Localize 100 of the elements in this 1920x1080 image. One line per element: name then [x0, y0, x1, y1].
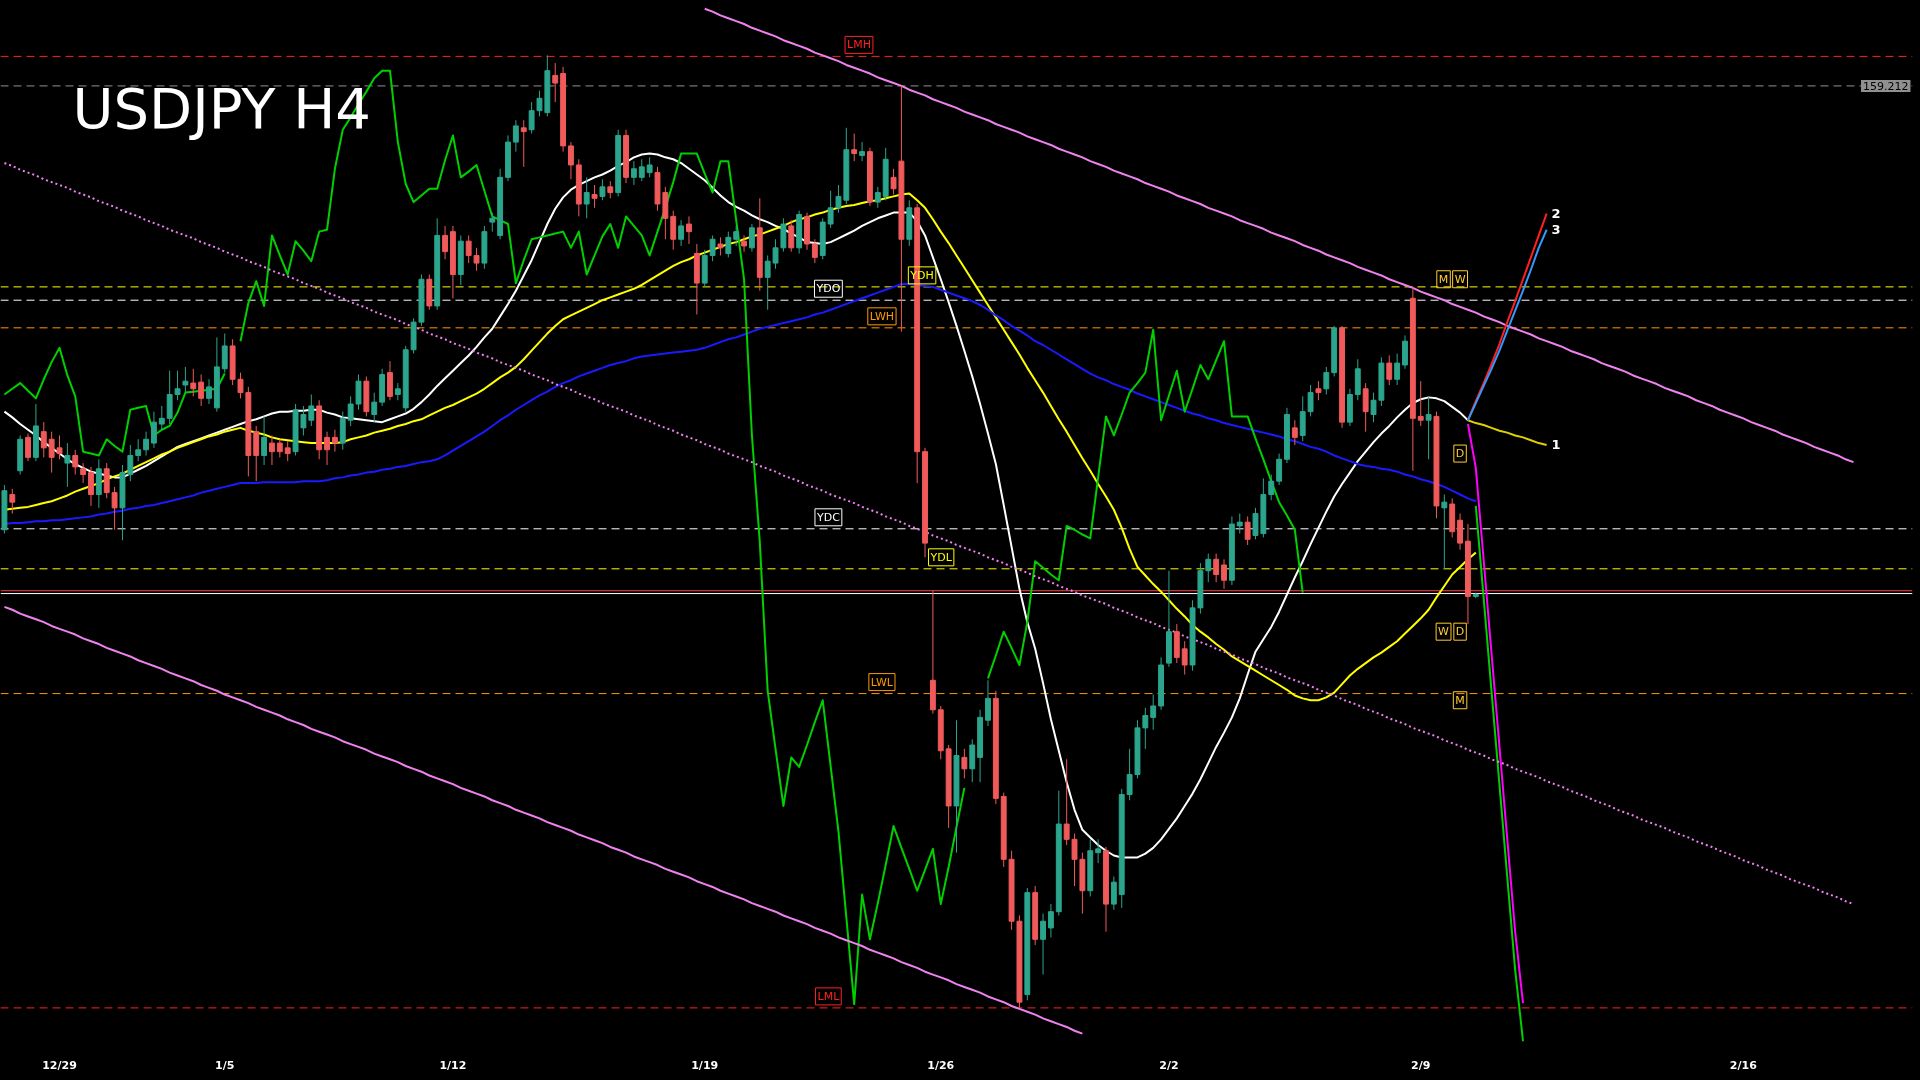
candlestick	[253, 425, 260, 482]
candlestick	[1441, 494, 1448, 570]
candlestick	[568, 141, 574, 180]
candlestick	[1370, 392, 1377, 423]
candlestick	[874, 186, 881, 209]
x-tick-label: 2/9	[1411, 1058, 1431, 1072]
annotation: D	[1455, 447, 1465, 461]
candlestick	[1268, 474, 1275, 501]
candlestick	[638, 158, 645, 182]
candlestick	[64, 442, 71, 488]
candlestick	[72, 449, 79, 476]
candlestick	[103, 462, 110, 499]
candlestick	[182, 366, 189, 394]
candlestick	[1323, 366, 1330, 396]
candlestick	[717, 236, 724, 256]
candlestick	[371, 392, 378, 423]
annotation: 159.212	[1862, 79, 1909, 93]
series-label: 2	[1551, 206, 1561, 222]
candlestick	[1362, 382, 1369, 433]
candlestick	[347, 395, 354, 427]
candlestick	[1315, 380, 1322, 401]
candlestick	[40, 421, 47, 458]
candlestick	[520, 119, 527, 168]
ref-line-label: YDC	[815, 510, 841, 524]
candlestick	[387, 360, 393, 401]
candlestick	[1181, 640, 1188, 676]
candlestick	[599, 178, 606, 201]
candlestick	[442, 225, 448, 260]
candlestick	[552, 62, 559, 103]
candlestick	[25, 433, 31, 462]
candlestick	[859, 141, 866, 162]
candlestick	[630, 160, 637, 186]
series-label: 3	[1551, 222, 1561, 238]
candlestick	[591, 184, 598, 209]
candlestick	[261, 415, 268, 466]
candlestick	[725, 231, 732, 258]
candlestick	[788, 219, 795, 253]
ref-line-label: LML	[817, 989, 841, 1003]
ref-line-label: YDO	[815, 282, 841, 296]
candlestick	[206, 378, 212, 405]
candlestick	[324, 431, 330, 466]
candlestick	[1221, 558, 1227, 590]
candlestick	[269, 434, 275, 466]
candlestick	[1291, 419, 1298, 446]
candlestick	[1110, 875, 1117, 911]
candlestick	[748, 223, 755, 253]
candlestick	[827, 190, 834, 229]
annotation: W	[1454, 272, 1466, 286]
candlestick	[1040, 913, 1046, 976]
annotation: D	[1455, 625, 1465, 639]
candlestick	[1150, 694, 1157, 731]
candlestick	[1457, 513, 1464, 551]
candlestick	[1425, 395, 1432, 460]
ref-line-label: YDL	[929, 550, 953, 564]
annotation: M	[1455, 693, 1465, 707]
candlestick	[1213, 553, 1220, 583]
candlestick	[646, 156, 653, 178]
candlestick	[733, 225, 740, 247]
candlestick	[1417, 380, 1424, 427]
candlestick	[331, 429, 338, 453]
candlestick	[1276, 453, 1283, 486]
candlestick	[80, 462, 87, 484]
candlestick	[1095, 838, 1102, 864]
candlestick	[851, 133, 858, 162]
candlestick	[583, 176, 590, 219]
candlestick	[686, 215, 692, 245]
candlestick	[709, 234, 716, 262]
x-tick-label: 1/26	[927, 1058, 955, 1072]
candlestick	[512, 119, 519, 153]
series-label: 1	[1551, 437, 1561, 453]
x-tick-label: 1/5	[215, 1058, 235, 1072]
candlestick	[1244, 515, 1251, 546]
candlestick	[1047, 903, 1054, 938]
candlestick	[780, 217, 787, 253]
candlestick	[489, 212, 496, 233]
candlestick	[670, 210, 677, 251]
candlestick	[741, 234, 747, 253]
annotation: W	[1438, 625, 1450, 639]
candlestick	[276, 438, 283, 458]
candlestick	[150, 411, 157, 449]
candlestick	[1142, 707, 1149, 750]
candlestick	[143, 431, 149, 456]
candlestick	[985, 679, 991, 727]
candlestick	[1236, 513, 1243, 535]
x-tick-label: 1/12	[439, 1058, 467, 1072]
candlestick	[355, 374, 362, 411]
candlestick	[969, 738, 976, 783]
candlestick	[1402, 334, 1408, 370]
candlestick	[961, 748, 968, 779]
candlestick	[111, 486, 118, 531]
annotation: M	[1438, 272, 1449, 286]
candlestick	[1205, 553, 1212, 583]
candlestick	[811, 238, 818, 264]
candlestick	[135, 438, 142, 462]
ref-line-label: LMH	[847, 38, 871, 52]
candlestick	[1394, 353, 1401, 386]
x-tick-label: 12/29	[42, 1058, 77, 1072]
candlestick	[198, 374, 205, 407]
candlestick	[9, 488, 16, 515]
candlestick	[678, 219, 685, 247]
